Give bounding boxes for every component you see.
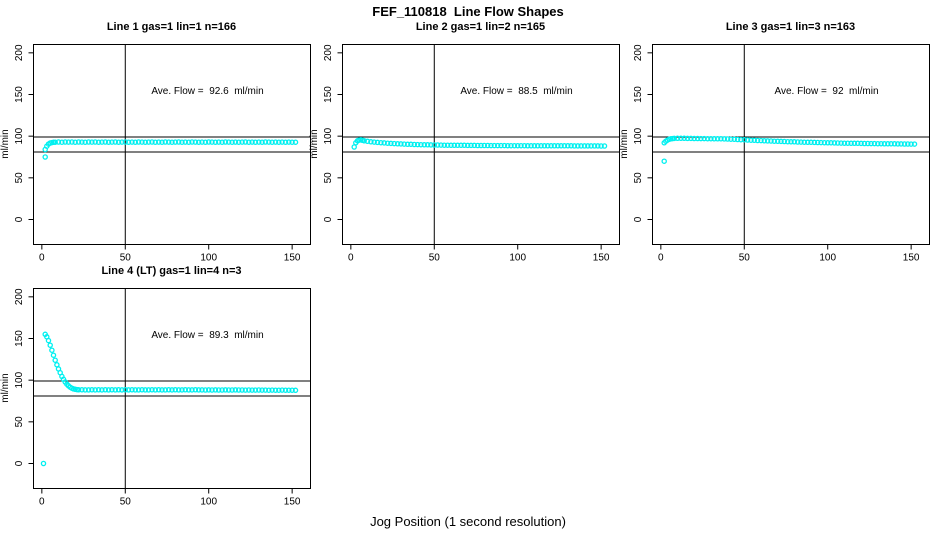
svg-text:200: 200 <box>633 44 644 61</box>
svg-text:150: 150 <box>593 253 610 264</box>
svg-text:0: 0 <box>39 253 45 264</box>
svg-text:50: 50 <box>14 172 25 184</box>
ave-flow-annotation-line-2: Ave. Flow = 88.5 ml/min <box>460 86 573 97</box>
reference-lines <box>342 44 620 245</box>
plot-box <box>652 44 930 245</box>
data-points <box>40 331 299 467</box>
y-axis-label-line-2: ml/min <box>309 129 320 159</box>
x-axis-ticks: 0 50 100 150 <box>348 244 610 264</box>
svg-text:150: 150 <box>14 330 25 347</box>
panel-line-3: 0 50 100 150 0 50 100 150 200 Line 3 gas=1 lin=3… <box>619 12 931 274</box>
y-axis-ticks: 0 50 100 150 200 <box>323 44 343 222</box>
svg-text:0: 0 <box>14 216 25 222</box>
panel-line-2: 0 50 100 150 0 50 100 150 200 Line 2 gas=1 lin=2… <box>309 12 621 274</box>
svg-text:100: 100 <box>200 253 217 264</box>
panel-line-1: 0 50 100 150 0 50 100 150 200 Line 1 gas=1 lin=1… <box>0 12 312 274</box>
y-axis-ticks: 0 50 100 150 200 <box>14 288 34 466</box>
svg-text:150: 150 <box>903 253 920 264</box>
svg-text:100: 100 <box>200 497 217 508</box>
svg-text:50: 50 <box>323 172 334 184</box>
figure-x-axis-label: Jog Position (1 second resolution) <box>370 514 566 529</box>
plot-area-line-4: 0 50 100 150 0 50 100 150 200 <box>14 288 311 508</box>
y-axis-ticks: 0 50 100 150 200 <box>14 44 34 222</box>
svg-text:0: 0 <box>39 497 45 508</box>
svg-text:200: 200 <box>14 288 25 305</box>
svg-text:150: 150 <box>14 86 25 103</box>
svg-text:200: 200 <box>14 44 25 61</box>
reference-lines <box>33 288 311 489</box>
panel-title-line-4: Line 4 (LT) gas=1 lin=4 n=3 <box>101 265 242 277</box>
svg-text:150: 150 <box>323 86 334 103</box>
ave-flow-annotation-line-3: Ave. Flow = 92 ml/min <box>774 86 879 97</box>
panel-title-line-2: Line 2 gas=1 lin=2 n=165 <box>415 21 546 33</box>
svg-text:100: 100 <box>323 127 334 144</box>
svg-text:100: 100 <box>509 253 526 264</box>
plot-area-line-1: 0 50 100 150 0 50 100 150 200 <box>14 44 311 264</box>
panel-line-4: 0 50 100 150 0 50 100 150 200 Line 4 (LT) gas=1 … <box>0 256 312 518</box>
plot-area-line-3: 0 50 100 150 0 50 100 150 200 <box>633 44 930 264</box>
data-points <box>42 139 299 160</box>
y-axis-label-line-4: ml/min <box>0 373 11 403</box>
panel-title-line-3: Line 3 gas=1 lin=3 n=163 <box>725 21 856 33</box>
y-axis-label-line-1: ml/min <box>0 129 11 159</box>
plot-box <box>342 44 620 245</box>
svg-text:50: 50 <box>429 253 441 264</box>
figure-title: FEF_110818 Line Flow Shapes <box>372 4 564 19</box>
ave-flow-annotation-line-1: Ave. Flow = 92.6 ml/min <box>151 86 264 97</box>
plot-area-line-2: 0 50 100 150 0 50 100 150 200 <box>323 44 620 264</box>
svg-text:150: 150 <box>284 253 301 264</box>
y-axis-ticks: 0 50 100 150 200 <box>633 44 653 222</box>
plot-box <box>33 44 311 245</box>
svg-text:150: 150 <box>633 86 644 103</box>
svg-text:50: 50 <box>120 497 132 508</box>
svg-text:50: 50 <box>739 253 751 264</box>
svg-text:50: 50 <box>120 253 132 264</box>
svg-text:100: 100 <box>633 127 644 144</box>
svg-text:100: 100 <box>819 253 836 264</box>
svg-text:150: 150 <box>284 497 301 508</box>
x-axis-ticks: 0 50 100 150 <box>39 488 301 508</box>
svg-text:50: 50 <box>14 416 25 428</box>
svg-text:200: 200 <box>323 44 334 61</box>
svg-text:0: 0 <box>633 216 644 222</box>
svg-text:100: 100 <box>14 127 25 144</box>
y-axis-label-line-3: ml/min <box>619 129 630 159</box>
svg-text:50: 50 <box>633 172 644 184</box>
svg-text:0: 0 <box>14 460 25 466</box>
svg-text:0: 0 <box>323 216 334 222</box>
plot-box <box>33 288 311 489</box>
panel-title-line-1: Line 1 gas=1 lin=1 n=166 <box>106 21 237 33</box>
svg-text:100: 100 <box>14 371 25 388</box>
svg-text:0: 0 <box>658 253 664 264</box>
svg-text:0: 0 <box>348 253 354 264</box>
ave-flow-annotation-line-4: Ave. Flow = 89.3 ml/min <box>151 330 264 341</box>
data-points <box>661 135 918 164</box>
x-axis-ticks: 0 50 100 150 <box>658 244 920 264</box>
data-points <box>351 137 608 150</box>
x-axis-ticks: 0 50 100 150 <box>39 244 301 264</box>
